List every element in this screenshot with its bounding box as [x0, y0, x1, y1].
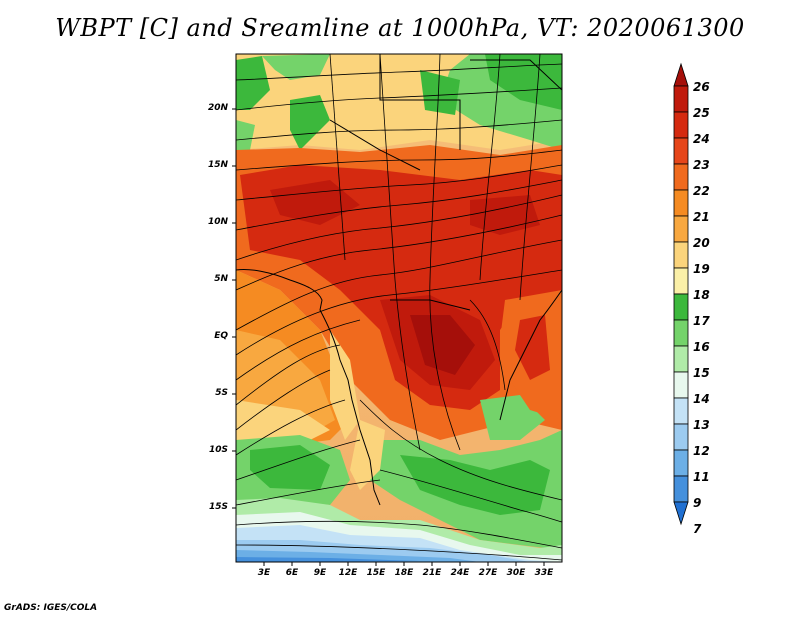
lon-label-24e: 24E [450, 568, 470, 578]
colorbar-label-24: 24 [693, 132, 710, 146]
colorbar-label-25: 25 [693, 106, 710, 120]
axis-ticks [232, 108, 545, 566]
lon-label-6e: 6E [285, 568, 299, 578]
colorbar-label-26: 26 [693, 80, 710, 94]
colorbar-box-11 [673, 449, 689, 477]
colorbar-label-19: 19 [693, 262, 710, 276]
colorbar-label-11: 11 [693, 470, 710, 484]
lat-label-10s: 10S [208, 445, 228, 455]
lon-label-27e: 27E [478, 568, 498, 578]
lat-label-15n: 15N [207, 160, 228, 170]
colorbar-box-14 [673, 371, 689, 399]
lon-label-15e: 15E [366, 568, 386, 578]
chart-title: WBPT [C] and Sreamline at 1000hPa, VT: 2… [55, 14, 745, 42]
lon-label-12e: 12E [338, 568, 358, 578]
lon-label-21e: 21E [422, 568, 442, 578]
coastlines [236, 54, 562, 506]
colorbar-box-17 [673, 293, 689, 321]
colorbar-arrow-bottom [673, 501, 689, 526]
colorbar-box-12 [673, 423, 689, 451]
colorbar-label-18: 18 [693, 288, 710, 302]
colorbar-box-23 [673, 137, 689, 165]
colorbar-box-18 [673, 267, 689, 295]
colorbar-box-21 [673, 189, 689, 217]
colorbar-box-25 [673, 85, 689, 113]
lon-label-3e: 3E [257, 568, 271, 578]
map-frame [235, 53, 563, 563]
colorbar-label-20: 20 [693, 236, 710, 250]
colorbar-box-24 [673, 111, 689, 139]
wbpt-field [236, 54, 562, 562]
colorbar-label-9: 9 [693, 496, 702, 510]
lat-label-5s: 5S [215, 388, 228, 398]
colorbar-box-22 [673, 163, 689, 191]
colorbar-label-7: 7 [693, 522, 702, 536]
colorbar-box-9 [673, 475, 689, 503]
colorbar-label-12: 12 [693, 444, 710, 458]
colorbar-box-19 [673, 241, 689, 269]
colorbar-arrow-top [673, 62, 689, 87]
lon-label-18e: 18E [394, 568, 414, 578]
colorbar-box-20 [673, 215, 689, 243]
colorbar-label-21: 21 [693, 210, 710, 224]
colorbar [673, 62, 689, 526]
lon-label-33e: 33E [534, 568, 554, 578]
lat-label-10n: 10N [207, 217, 228, 227]
lat-label-5n: 5N [214, 274, 228, 284]
colorbar-label-14: 14 [693, 392, 710, 406]
lat-label-15s: 15S [208, 502, 228, 512]
colorbar-label-13: 13 [693, 418, 710, 432]
colorbar-label-16: 16 [693, 340, 710, 354]
colorbar-box-13 [673, 397, 689, 425]
colorbar-box-16 [673, 319, 689, 347]
colorbar-label-22: 22 [693, 184, 710, 198]
colorbar-label-15: 15 [693, 366, 710, 380]
lon-label-9e: 9E [313, 568, 327, 578]
colorbar-label-23: 23 [693, 158, 710, 172]
lat-label-eq: EQ [214, 331, 228, 341]
streamlines [236, 54, 562, 561]
lat-label-20n: 20N [207, 103, 228, 113]
colorbar-box-15 [673, 345, 689, 373]
lon-label-30e: 30E [506, 568, 526, 578]
grads-credit: GrADS: IGES/COLA [4, 603, 98, 613]
colorbar-label-17: 17 [693, 314, 710, 328]
